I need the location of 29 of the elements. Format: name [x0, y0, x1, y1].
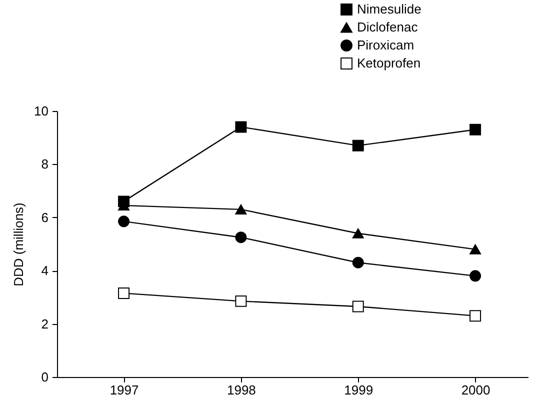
y-tick-label: 6: [41, 210, 48, 225]
point: [352, 140, 364, 152]
point: [352, 256, 364, 268]
point: [235, 295, 247, 307]
legend-label: Piroxicam: [357, 38, 414, 52]
legend-label: Diclofenac: [357, 20, 418, 34]
x-tick-label: 1999: [344, 382, 374, 398]
y-axis-title: DDD (millions): [11, 202, 26, 286]
legend-label: Nimesulide: [357, 2, 422, 16]
x-tick-label: 1997: [110, 382, 139, 398]
point: [470, 310, 482, 322]
point: [352, 300, 364, 312]
point: [470, 124, 482, 136]
y-tick-label: 10: [34, 104, 48, 118]
point: [352, 228, 364, 238]
point: [118, 216, 130, 228]
y-tick-label: 8: [41, 156, 48, 172]
y-tick-label: 4: [41, 263, 48, 278]
point: [470, 244, 482, 254]
legend-label: Ketoprofen: [357, 56, 421, 70]
x-tick-label: 2000: [461, 382, 490, 398]
point: [235, 121, 247, 133]
y-tick-label: 2: [41, 316, 48, 332]
point: [470, 270, 482, 282]
point: [235, 232, 247, 244]
y-tick-label: 0: [41, 370, 48, 384]
point: [118, 287, 130, 299]
point: [235, 204, 247, 214]
x-tick-label: 1998: [226, 382, 256, 398]
